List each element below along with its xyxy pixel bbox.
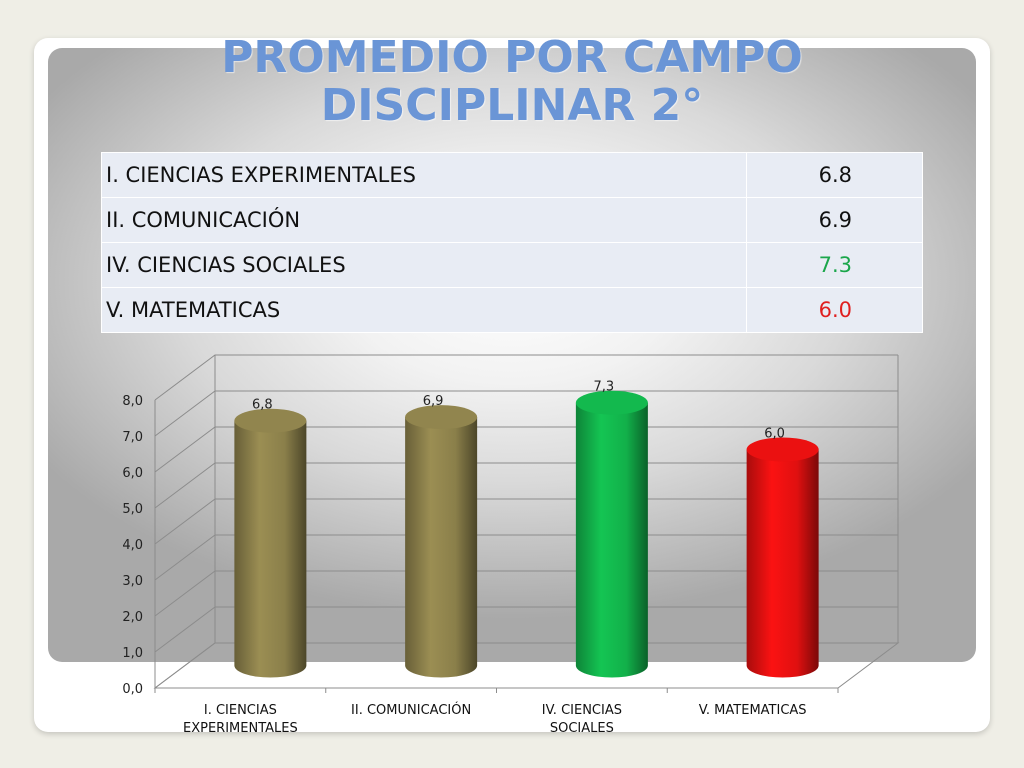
x-tick-label: IV. CIENCIAS [542,703,622,718]
table-cell-value: 7.3 [746,242,923,288]
page-title: PROMEDIO POR CAMPO DISCIPLINAR 2° [48,34,976,130]
y-tick-label: 8,0 [122,394,143,409]
x-tick-label: II. COMUNICACIÓN [351,702,471,718]
x-tick-label: EXPERIMENTALES [183,721,298,736]
table-row: IV. CIENCIAS SOCIALES 7.3 [101,242,923,288]
bar-top [405,405,478,430]
gridline [154,354,898,401]
bar [575,402,648,678]
bar-top [234,408,307,433]
x-tick-label: I. CIENCIAS [204,703,277,718]
table-cell-label: I. CIENCIAS EXPERIMENTALES [101,152,747,198]
y-tick-label: 6,0 [122,466,143,481]
data-label: 6,8 [252,398,273,413]
bar [405,417,478,678]
y-tick-label: 0,0 [122,682,143,697]
bar [234,420,307,678]
y-tick-label: 1,0 [122,646,143,661]
table-row: V. MATEMATICAS 6.0 [101,287,923,333]
table-cell-value: 6.8 [746,152,923,198]
data-label: 6,0 [764,427,785,442]
x-tick-label: SOCIALES [550,721,614,736]
y-tick-label: 3,0 [122,574,143,589]
title-line-2: DISCIPLINAR 2° [320,80,704,131]
chart-floor [153,642,900,689]
y-tick-label: 7,0 [122,430,143,445]
x-tick-label: V. MATEMATICAS [699,703,807,718]
y-tick-label: 2,0 [122,610,143,625]
title-line-1: PROMEDIO POR CAMPO [221,32,803,83]
table-cell-value: 6.0 [746,287,923,333]
y-tick-label: 4,0 [122,538,143,553]
table-cell-label: V. MATEMATICAS [101,287,747,333]
data-label: 7,3 [594,380,615,395]
bar-top [575,390,648,415]
y-tick-label: 5,0 [122,502,143,517]
bar-top [746,437,819,462]
table-cell-label: IV. CIENCIAS SOCIALES [101,242,747,288]
data-label: 6,9 [423,394,444,409]
averages-table: I. CIENCIAS EXPERIMENTALES 6.8 II. COMUN… [101,152,923,333]
table-row: I. CIENCIAS EXPERIMENTALES 6.8 [101,152,923,198]
bar [746,449,819,678]
